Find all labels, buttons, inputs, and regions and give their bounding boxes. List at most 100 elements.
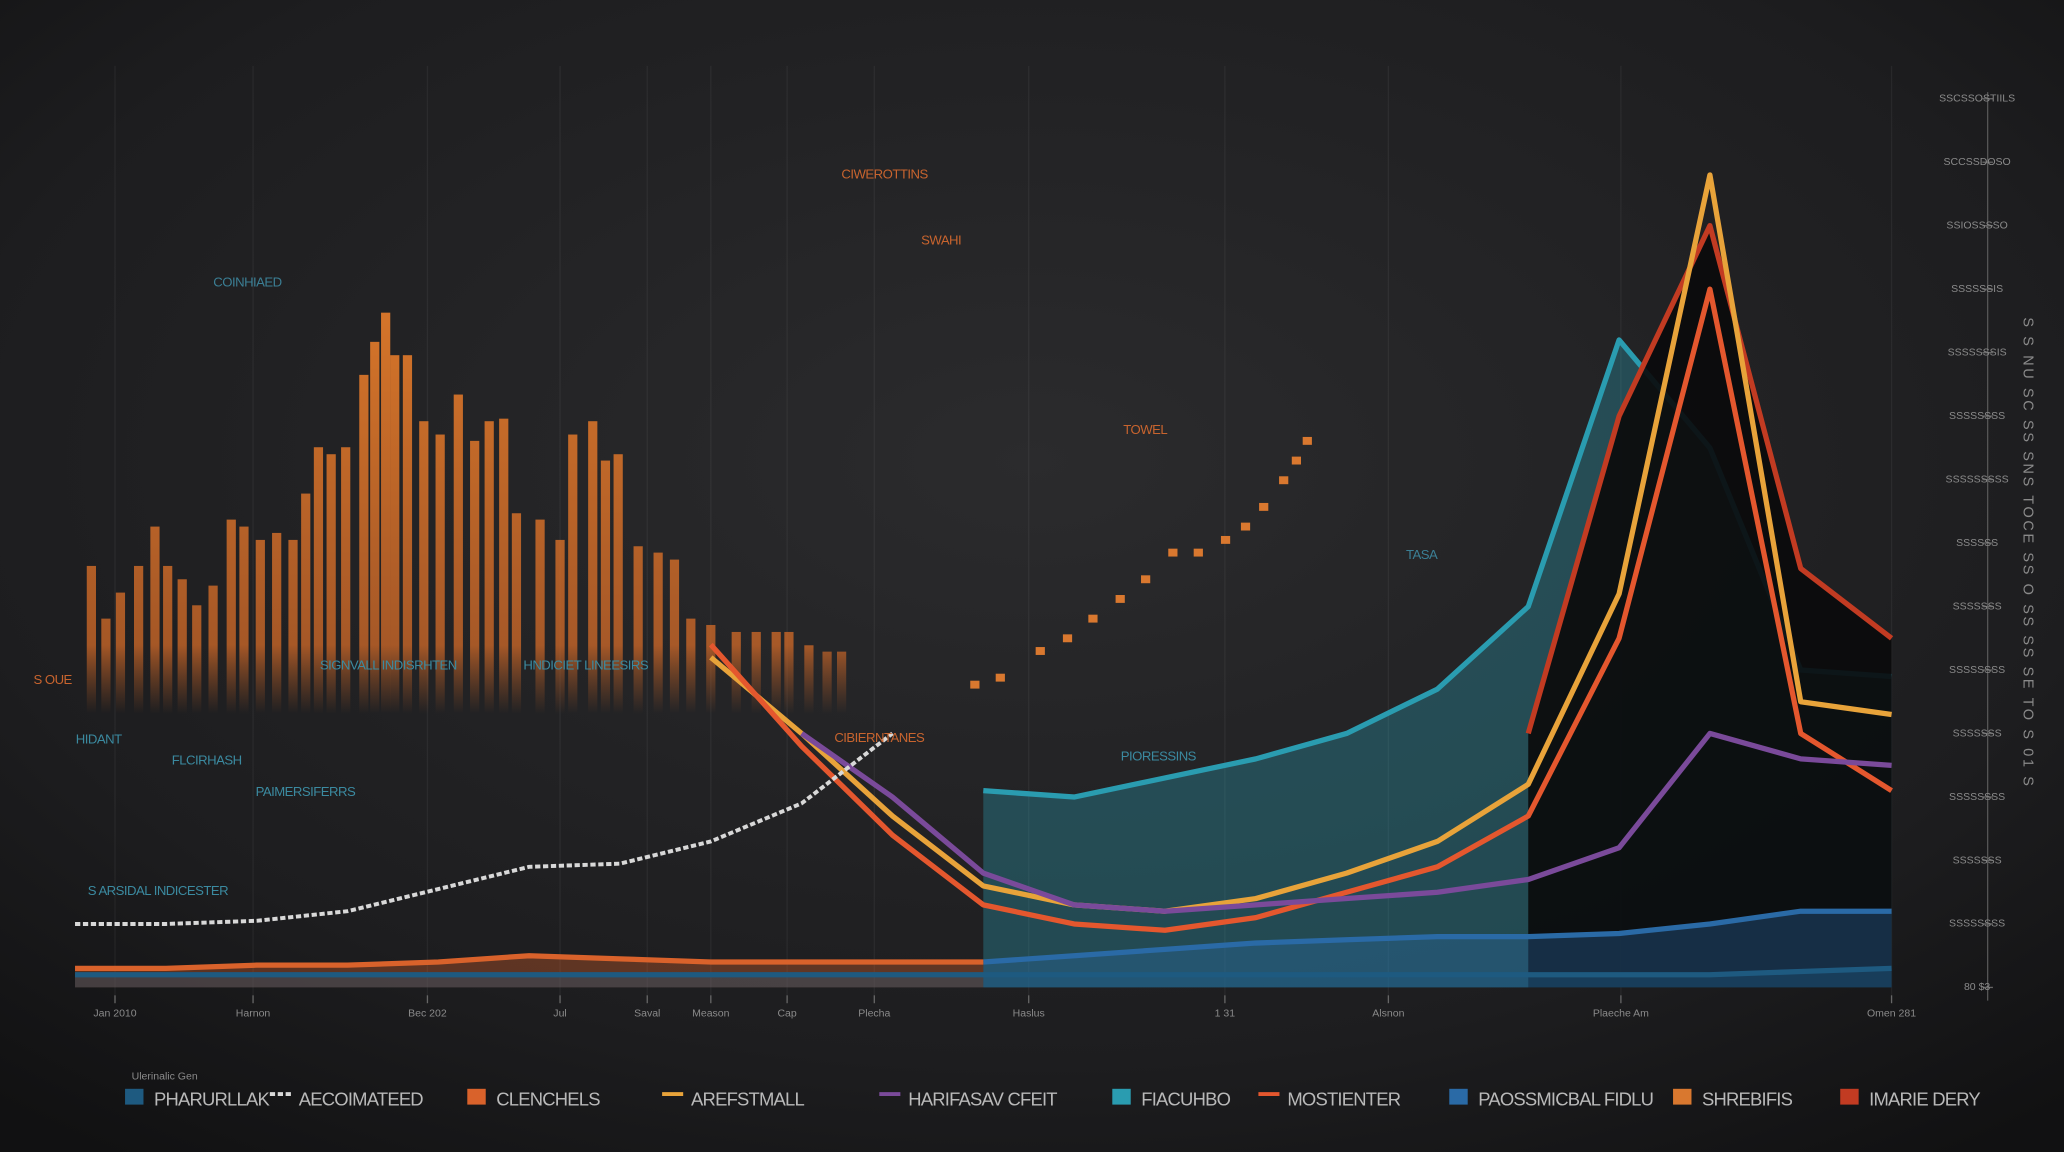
x-tick-label: Saval: [634, 1008, 660, 1020]
bar: [226, 519, 236, 988]
legend-label: CLENCHELS: [496, 1089, 600, 1110]
bar: [272, 532, 282, 988]
legend-swatch: [1840, 1088, 1859, 1105]
legend-label: PAOSSMICBAL FIDLU: [1478, 1089, 1653, 1110]
bar: [359, 374, 369, 988]
bar: [731, 631, 741, 988]
bar: [115, 592, 126, 988]
marker: [1062, 634, 1073, 643]
legend-swatch: [467, 1088, 486, 1105]
bar: [535, 519, 545, 988]
annotation: HNDICIET LINEESIRS: [523, 658, 649, 673]
x-tick-label: Plaeche Am: [1593, 1008, 1649, 1020]
bar: [313, 447, 324, 988]
annotation: TASA: [1406, 547, 1438, 562]
bar: [192, 605, 202, 988]
legend-label: HARIFASAV CFEIT: [908, 1089, 1057, 1110]
bar: [419, 421, 429, 988]
marker: [1168, 548, 1178, 557]
area-line: [75, 953, 984, 971]
annotation: PAIMERSIFERRS: [256, 784, 356, 799]
x-tick-label: Alsnon: [1372, 1008, 1404, 1020]
legend-label: SHREBIFIS: [1702, 1089, 1793, 1110]
annotation: SWAHI: [921, 232, 961, 247]
y-tick-label: SSIOSSSSO: [1946, 219, 2007, 231]
x-tick-label: Cap: [777, 1008, 796, 1020]
bar: [381, 312, 391, 988]
annotation: COINHIAED: [213, 275, 281, 290]
annotation: SIGNVALL INDISRHTEN: [320, 658, 457, 673]
bar: [568, 434, 578, 988]
marker: [1035, 647, 1045, 655]
y-tick-label: SSSSSSSS: [1949, 791, 2005, 803]
y-tick-label: SSSSSSSS: [1949, 664, 2005, 676]
bar: [177, 579, 187, 988]
area-line: [75, 965, 1892, 978]
bar: [470, 440, 480, 988]
bar: [499, 418, 509, 988]
bar: [836, 651, 847, 988]
bar: [555, 539, 565, 988]
marker: [1088, 614, 1098, 623]
bar: [150, 526, 160, 988]
legend-title: Ulerinalic Gen: [132, 1071, 198, 1083]
marker: [1220, 535, 1231, 544]
x-tick-label: Omen 281: [1867, 1008, 1916, 1020]
bar: [370, 341, 380, 988]
y-tick-label: SSSSSS: [1956, 537, 1998, 549]
y-tick-label: SSSSSSSS: [1949, 918, 2005, 930]
bar: [239, 526, 249, 988]
bar: [633, 546, 643, 988]
bar: [804, 645, 814, 988]
area-line: [1525, 223, 1894, 735]
annotation: CIBIERNTANES: [834, 730, 925, 745]
bar: [402, 355, 413, 988]
bar: [163, 565, 173, 988]
line: [708, 286, 1893, 933]
bar: [288, 539, 298, 988]
bar: [669, 559, 680, 988]
legend-label: AECOIMATEED: [299, 1089, 424, 1110]
y-tick-label: SSSSSSS: [1953, 727, 2002, 739]
x-tick-label: Harnon: [236, 1008, 271, 1020]
legend-label: AREFSTMALL: [691, 1089, 804, 1110]
x-tick-label: Haslus: [1013, 1008, 1045, 1020]
bar: [326, 454, 336, 988]
bar: [208, 585, 218, 988]
marker: [970, 680, 980, 689]
marker: [1291, 456, 1302, 465]
bar: [435, 434, 445, 988]
x-tick-label: Bec 202: [408, 1008, 447, 1020]
area: [75, 968, 1892, 988]
bar: [301, 493, 311, 988]
y-tick-label: SSSSSSS: [1953, 854, 2002, 866]
area-line: [983, 908, 1892, 965]
annotation: TOWEL: [1123, 422, 1167, 437]
y-tick-label: SSSSSSSIS: [1948, 346, 2007, 358]
x-tick-label: Meason: [692, 1008, 730, 1020]
bar: [341, 447, 351, 988]
line: [709, 172, 1892, 914]
legend-label: FIACUHBO: [1141, 1089, 1230, 1110]
marker: [1141, 575, 1151, 584]
marker: [1302, 436, 1312, 445]
bar: [453, 394, 463, 988]
marker: [1240, 522, 1251, 531]
marker: [1259, 502, 1269, 511]
y-tick-label: SSCSSOSTIILS: [1939, 93, 2015, 105]
legend-swatch: [1673, 1088, 1692, 1105]
bar: [653, 552, 663, 988]
legend-swatch: [1112, 1088, 1131, 1105]
bar: [86, 565, 96, 988]
bar: [686, 618, 696, 988]
x-tick-label: Plecha: [858, 1008, 890, 1020]
bar: [613, 454, 623, 988]
annotation: PIORESSINS: [1121, 748, 1197, 763]
y-tick-label: 80 $3: [1964, 981, 1990, 993]
x-tick-label: Jul: [553, 1008, 566, 1020]
line: [800, 730, 1892, 914]
y-tick-label: SCCSSDOSO: [1944, 156, 2011, 168]
marker: [1193, 548, 1203, 557]
bar: [751, 631, 761, 988]
